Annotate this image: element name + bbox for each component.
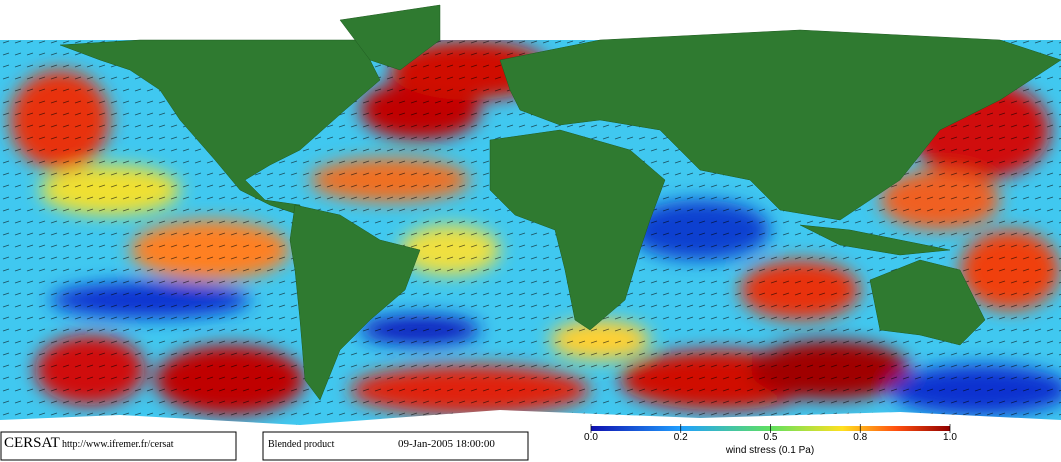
colorbar-tick-label: 0.5: [764, 432, 778, 443]
continents: [59, 4, 1061, 401]
product: Blended product: [268, 439, 335, 450]
south-america: [289, 204, 421, 401]
greenland: [339, 4, 441, 71]
logo: CERSAT: [4, 435, 60, 451]
colorbar-tick-label: 0.8: [853, 432, 867, 443]
datetime: 09-Jan-2005 18:00:00: [398, 438, 495, 450]
info-box: [0, 431, 237, 461]
colorbar-title: wind stress (0.1 Pa): [725, 445, 814, 456]
colorbar-ticks: 0.0 0.2 0.5 0.8 1.0: [584, 424, 957, 443]
colorbar-tick-label: 1.0: [943, 432, 957, 443]
colorbar-tick-label: 0.0: [584, 432, 598, 443]
indonesia: [799, 224, 951, 256]
eurasia: [499, 29, 1061, 221]
colorbar-tick-label: 0.2: [674, 432, 688, 443]
africa: [489, 129, 666, 331]
product-box: [262, 431, 529, 461]
australia: [869, 259, 986, 346]
url: http://www.ifremer.fr/cersat: [62, 439, 174, 450]
